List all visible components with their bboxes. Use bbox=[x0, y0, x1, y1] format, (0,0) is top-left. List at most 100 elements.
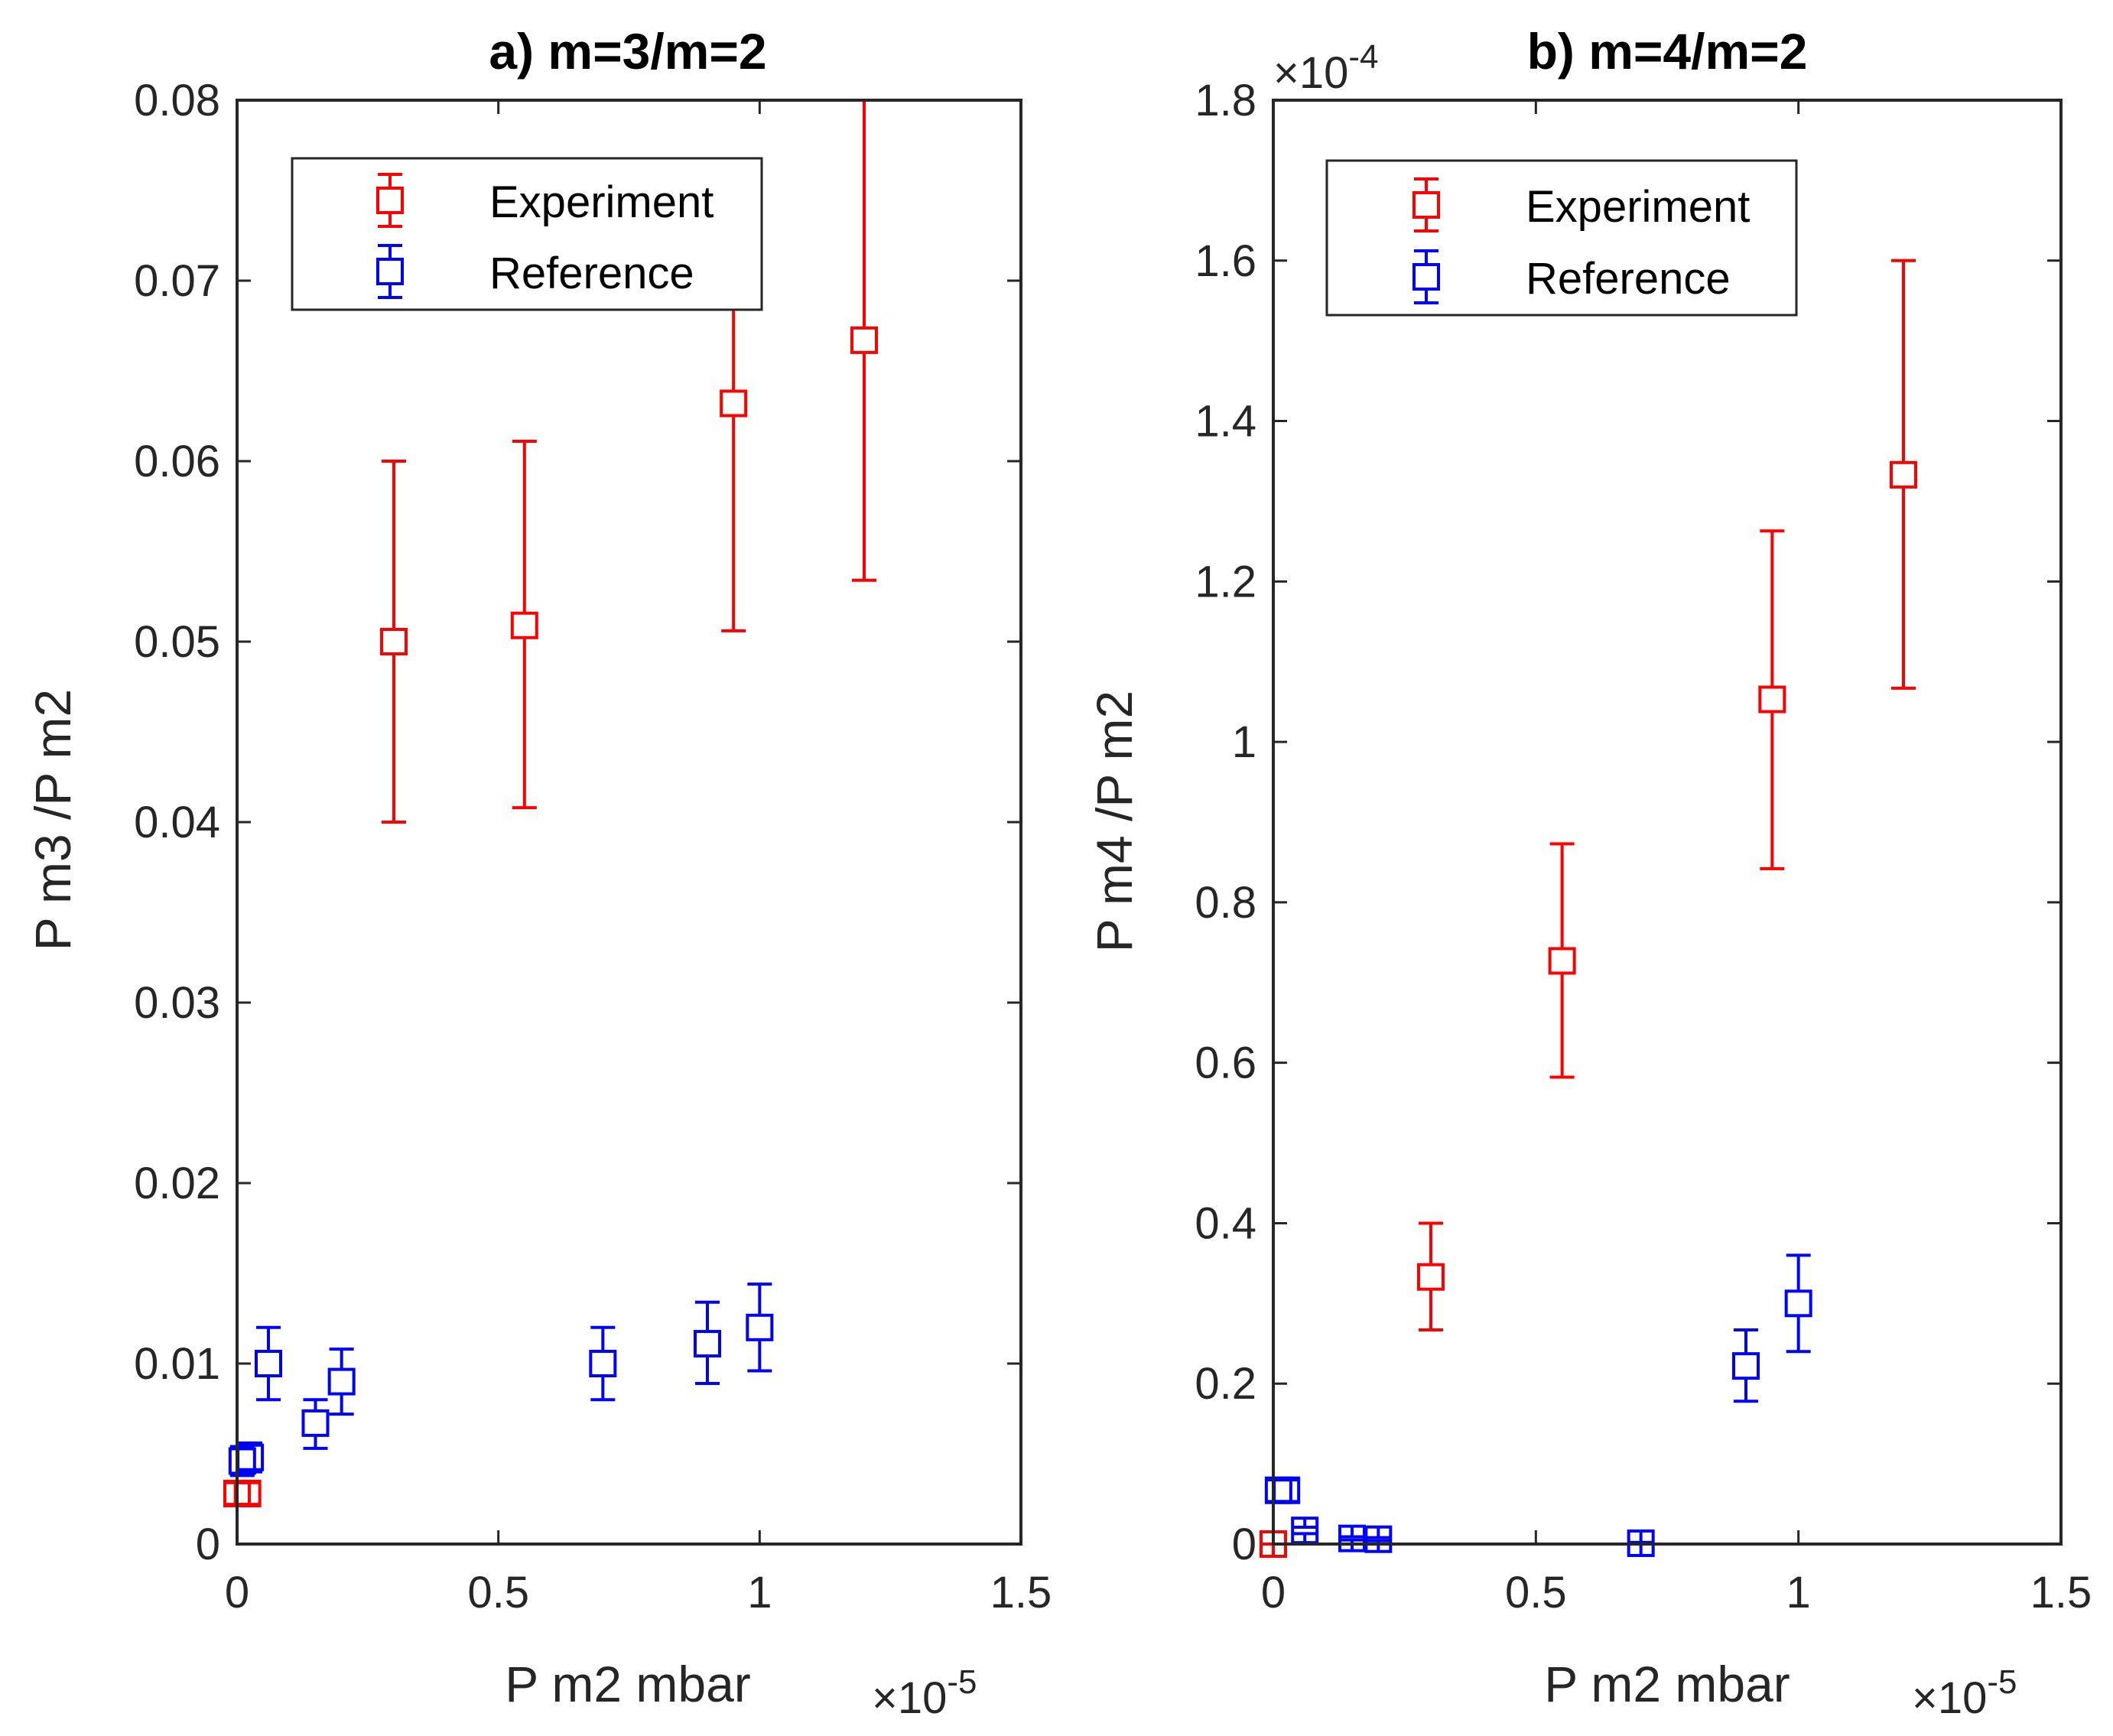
data-point-reference bbox=[327, 1348, 356, 1416]
y-tick-label: 0.2 bbox=[1195, 1359, 1256, 1409]
y-tick-label: 0.8 bbox=[1195, 878, 1256, 928]
data-point-reference bbox=[1784, 1253, 1812, 1354]
legend-square-marker bbox=[376, 187, 404, 214]
x-tick-label: 1 bbox=[747, 1568, 772, 1617]
y-tick-label: 1 bbox=[1232, 717, 1256, 767]
square-marker bbox=[380, 628, 408, 655]
plot-frame bbox=[1272, 99, 2063, 1546]
data-point-reference bbox=[694, 1300, 721, 1385]
legend-marker-experiment bbox=[1412, 177, 1440, 232]
data-point-experiment bbox=[380, 460, 408, 824]
legend-label-reference: Reference bbox=[1526, 254, 1731, 304]
square-marker bbox=[233, 1479, 262, 1507]
x-tick-label: 1.5 bbox=[990, 1568, 1052, 1617]
chart-title: b) m=4/m=2 bbox=[1527, 23, 1808, 80]
data-point-reference bbox=[746, 1282, 774, 1373]
square-marker bbox=[589, 1350, 617, 1377]
legend-square-marker bbox=[1412, 191, 1440, 219]
data-point-experiment bbox=[1548, 842, 1576, 1079]
legend-marker-reference bbox=[376, 244, 404, 299]
x-tick-label: 0 bbox=[225, 1568, 249, 1617]
y-multiplier-exponent: -4 bbox=[1348, 38, 1378, 76]
square-marker bbox=[301, 1409, 330, 1437]
y-tick-label: 0.06 bbox=[134, 437, 220, 486]
y-tick-label: 0.07 bbox=[134, 256, 220, 306]
x-tick-label: 0.5 bbox=[1505, 1568, 1567, 1617]
square-marker bbox=[1890, 460, 1917, 489]
y-tick-label: 0.08 bbox=[134, 76, 220, 125]
y-tick-label: 0.05 bbox=[134, 617, 220, 667]
legend-label-experiment: Experiment bbox=[489, 177, 714, 227]
square-marker bbox=[1758, 685, 1786, 714]
x-tick-label: 0 bbox=[1261, 1568, 1286, 1617]
series-reference bbox=[228, 1282, 774, 1478]
y-tick-label: 1.8 bbox=[1195, 76, 1256, 125]
y-multiplier-base: ×10 bbox=[1273, 48, 1348, 98]
chart-title: a) m=3/m=2 bbox=[489, 23, 766, 80]
y-tick-label: 0.04 bbox=[134, 798, 220, 847]
y-tick-label: 0.02 bbox=[134, 1159, 220, 1208]
square-marker bbox=[694, 1330, 721, 1358]
y-axis-label: P m4 /P m2 bbox=[1086, 691, 1143, 952]
data-point-reference bbox=[301, 1398, 330, 1450]
legend-square-marker bbox=[376, 258, 404, 285]
data-point-reference bbox=[1273, 1476, 1301, 1504]
square-marker bbox=[720, 389, 748, 418]
legend: Experiment Reference bbox=[1325, 159, 1798, 317]
legend-square-marker bbox=[1412, 263, 1440, 291]
y-tick-label: 0 bbox=[196, 1520, 220, 1569]
plot-frame bbox=[236, 99, 1022, 1546]
legend-label-experiment: Experiment bbox=[1526, 182, 1750, 232]
legend-box bbox=[291, 157, 763, 311]
y-multiplier: ×10-4 bbox=[1273, 38, 1379, 98]
square-marker bbox=[1732, 1352, 1760, 1380]
data-point-experiment bbox=[233, 1479, 262, 1507]
square-marker bbox=[746, 1313, 774, 1341]
x-tick-label: 1.5 bbox=[2030, 1568, 2092, 1617]
x-axis-label: P m2 mbar bbox=[1544, 1656, 1790, 1712]
y-tick-label: 1.4 bbox=[1195, 397, 1256, 447]
data-point-experiment bbox=[510, 440, 538, 810]
data-point-reference bbox=[1338, 1524, 1366, 1552]
square-marker bbox=[1784, 1289, 1812, 1318]
square-marker bbox=[850, 326, 878, 354]
square-marker bbox=[1364, 1525, 1393, 1553]
x-tick-label: 0.5 bbox=[467, 1568, 529, 1617]
data-point-experiment bbox=[1890, 258, 1917, 690]
panel-b: b) m=4/m=2 P m4 /P m2 P m2 mbar ×10-5 ×1… bbox=[1086, 23, 2092, 1723]
x-multiplier-exponent: -5 bbox=[947, 1663, 977, 1701]
x-multiplier-base: ×10 bbox=[872, 1673, 947, 1723]
data-point-reference bbox=[589, 1325, 617, 1402]
y-tick-label: 0.4 bbox=[1195, 1198, 1256, 1248]
square-marker bbox=[510, 611, 538, 639]
data-point-reference bbox=[1364, 1525, 1393, 1553]
x-tick-label: 1 bbox=[1786, 1568, 1811, 1617]
legend-marker-experiment bbox=[376, 173, 404, 228]
data-point-reference bbox=[1732, 1328, 1760, 1403]
square-marker bbox=[1338, 1524, 1366, 1552]
x-multiplier-base: ×10 bbox=[1912, 1673, 1987, 1723]
square-marker bbox=[1417, 1263, 1445, 1291]
y-tick-label: 0 bbox=[1232, 1520, 1256, 1569]
x-multiplier: ×10-5 bbox=[872, 1663, 977, 1723]
y-tick-label: 0.6 bbox=[1195, 1039, 1256, 1088]
legend-marker-reference bbox=[1412, 249, 1440, 304]
legend-box bbox=[1325, 159, 1798, 317]
series-reference bbox=[1264, 1253, 1812, 1557]
x-multiplier: ×10-5 bbox=[1912, 1663, 2017, 1723]
data-point-experiment bbox=[1417, 1221, 1445, 1331]
square-marker bbox=[1548, 947, 1576, 975]
x-axis-label: P m2 mbar bbox=[505, 1656, 751, 1712]
y-tick-label: 1.6 bbox=[1195, 236, 1256, 286]
legend: Experiment Reference bbox=[291, 157, 763, 311]
legend-label-reference: Reference bbox=[489, 249, 694, 298]
square-marker bbox=[327, 1367, 356, 1396]
x-multiplier-exponent: -5 bbox=[1987, 1663, 2017, 1701]
data-point-experiment bbox=[1758, 529, 1786, 870]
y-tick-label: 0.03 bbox=[134, 978, 220, 1028]
y-axis-label: P m3 /P m2 bbox=[24, 689, 81, 951]
y-tick-label: 0.01 bbox=[134, 1339, 220, 1389]
square-marker bbox=[255, 1350, 282, 1377]
